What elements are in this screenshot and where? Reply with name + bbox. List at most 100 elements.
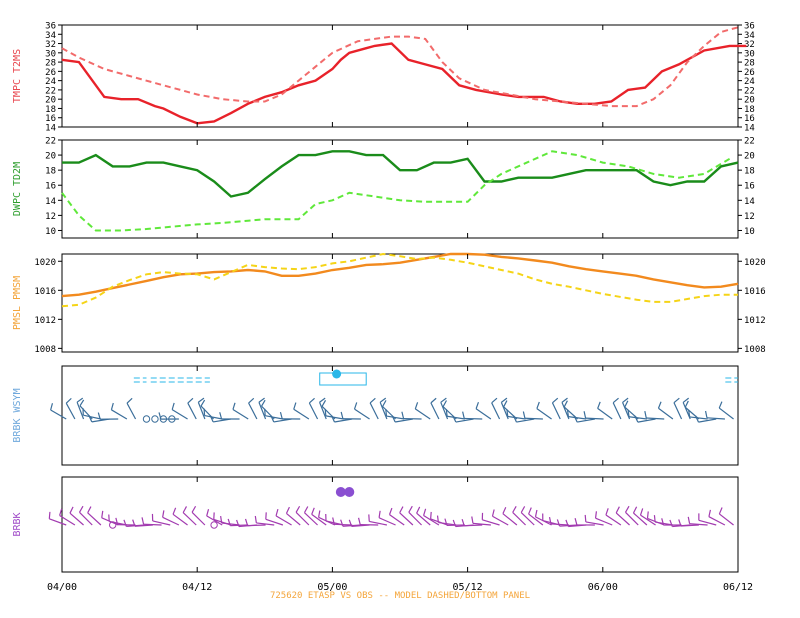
wind-barb [69, 506, 84, 526]
ytick-label: 10 [744, 227, 755, 237]
wind-barb [244, 518, 266, 527]
wind-barb [615, 506, 630, 526]
wind-barb [462, 411, 483, 420]
ytick-label: 18 [45, 105, 56, 115]
wind-barb [566, 409, 587, 420]
wind-barb [445, 409, 465, 420]
ytick-label: 1008 [34, 345, 56, 355]
wind-barb [172, 507, 188, 526]
ytick-label: 18 [45, 167, 56, 177]
panel-ylabel: TMPC T2MS [12, 49, 23, 103]
panel-frame [61, 365, 739, 466]
rain-dot-symbol [344, 487, 355, 497]
wind-barb [87, 506, 102, 526]
wind-barb [369, 397, 379, 420]
ytick-label: 28 [45, 59, 56, 69]
wind-barb [258, 397, 267, 420]
ytick-label: 1008 [744, 345, 766, 355]
wind-barb [500, 397, 509, 420]
wind-barb [332, 517, 353, 526]
ytick-label: 20 [45, 152, 56, 162]
wind-barb [698, 513, 717, 526]
panel-frame [61, 24, 739, 128]
xtick-label: 04/12 [182, 582, 212, 593]
ytick-label: 16 [744, 114, 755, 124]
wind-barb [187, 397, 197, 420]
wind-barb [475, 401, 492, 420]
wind-barb [206, 509, 223, 526]
wind-barb [522, 411, 543, 420]
panel-frame [61, 253, 739, 353]
wind-barb [132, 519, 153, 527]
wind-barb [191, 505, 206, 526]
ytick-label: 32 [45, 40, 56, 50]
panel-ylabel: DWPC TD2M [12, 162, 23, 216]
wind-barb [254, 515, 275, 526]
ytick-label: 18 [744, 105, 755, 115]
wind-barb [481, 512, 500, 526]
wind-barb [634, 415, 656, 423]
wind-barb [76, 397, 85, 420]
wind-barb [126, 397, 137, 420]
wind-barb [385, 409, 405, 420]
wind-barb [171, 402, 188, 420]
panel-ylabel: PMSL PMSM [12, 276, 23, 330]
wind-barb [512, 505, 526, 526]
ytick-label: 14 [744, 197, 755, 207]
wind-barb [325, 513, 344, 526]
wind-barb [684, 400, 700, 420]
wind-barb [506, 409, 526, 420]
wind-barb [673, 397, 683, 420]
wind-barb [436, 515, 457, 526]
wind-barb [265, 512, 284, 526]
calm-circle [168, 415, 176, 423]
wind-barb [542, 513, 561, 526]
ytick-label: 22 [45, 86, 56, 96]
series-model [61, 252, 738, 308]
wind-barb [141, 517, 162, 526]
wind-barb [401, 411, 422, 420]
wind-barb [416, 506, 431, 526]
calm-circle [151, 415, 159, 423]
wind-barb [50, 403, 67, 420]
rain-dot-symbol [332, 369, 342, 379]
wind-barb [388, 507, 405, 526]
wind-barb [612, 397, 622, 420]
wind-barb [285, 506, 301, 526]
wind-barb [391, 415, 413, 423]
panel-ylabel: BRBK [12, 512, 23, 536]
ytick-label: 20 [744, 96, 755, 106]
wind-barb [264, 408, 284, 420]
wind-barb [82, 408, 102, 420]
ytick-label: 16 [45, 114, 56, 124]
wind-barb [536, 401, 552, 420]
wind-barb [110, 402, 128, 420]
ytick-label: 14 [45, 197, 56, 207]
panel-dewpoint: DWPC TD2M 10 10 12 12 14 14 16 16 18 18 20 20 22 22 [12, 137, 755, 239]
panel-ylabel: BRBK WSYM [12, 388, 23, 442]
panel-observed-wind: BRBK WSYM [12, 365, 739, 466]
wind-barb [248, 397, 258, 420]
ytick-label: 34 [45, 31, 56, 41]
wind-barb [624, 400, 639, 420]
ytick-label: 26 [744, 68, 755, 78]
wind-barb [688, 409, 708, 420]
wind-barb [624, 505, 639, 526]
wind-barb [308, 397, 319, 420]
wind-barb [440, 397, 449, 420]
ytick-label: 22 [744, 137, 755, 147]
ytick-label: 30 [45, 49, 56, 59]
rain-dot-symbol [335, 487, 346, 497]
panel-pressure: PMSL PMSM 1008 1008 1012 1012 1016 1016 1020 102… [12, 252, 766, 355]
wind-barb [232, 402, 249, 420]
wind-barb [203, 408, 223, 420]
wind-barb [597, 401, 613, 420]
ytick-label: 1012 [34, 316, 56, 326]
wind-barb [718, 507, 734, 526]
wind-barb [399, 506, 414, 526]
wind-barb [605, 508, 622, 526]
calm-circle [109, 521, 117, 529]
wind-barb [162, 510, 180, 526]
